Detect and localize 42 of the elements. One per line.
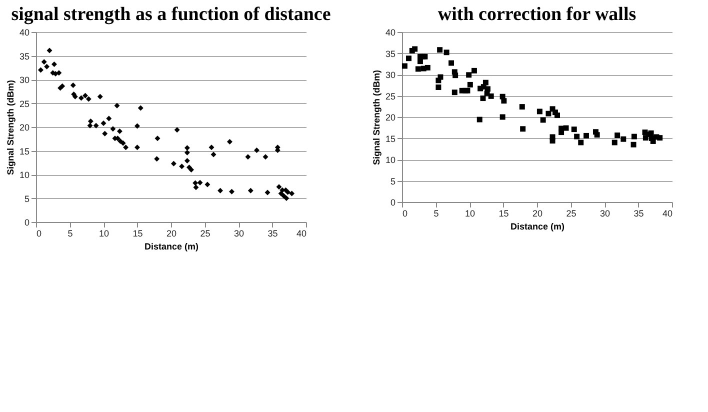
x-tick-label: 15: [498, 208, 509, 218]
x-tick-label: 15: [132, 228, 143, 238]
x-tick-label: 5: [434, 208, 439, 218]
x-tick-label: 35: [268, 228, 278, 238]
y-tick-label: 20: [19, 122, 30, 132]
x-tick-label: 20: [532, 208, 543, 218]
x-tick-label: 0: [36, 228, 42, 238]
y-tick-label: 15: [385, 134, 396, 144]
x-tick-label: 30: [234, 228, 244, 238]
y-tick-label: 5: [24, 194, 30, 204]
y-tick-label: 15: [19, 146, 30, 156]
y-tick-label: 20: [385, 112, 396, 122]
x-tick-label: 10: [98, 228, 110, 238]
x-tick-label: 5: [68, 228, 73, 238]
y-tick-label: 35: [19, 51, 30, 62]
y-tick-label: 0: [390, 198, 396, 208]
x-tick-label: 25: [200, 228, 210, 238]
y-axis-title: Signal Strength (dBm): [371, 70, 382, 165]
y-tick-label: 25: [19, 98, 30, 109]
x-tick-label: 0: [402, 208, 408, 218]
x-tick-label: 30: [600, 208, 610, 218]
y-tick-label: 5: [390, 176, 396, 186]
x-tick-label: 10: [464, 208, 476, 218]
y-tick-label: 0: [24, 218, 30, 228]
y-tick-label: 35: [385, 48, 396, 59]
chart-title: signal strength as a function of distance: [11, 4, 331, 25]
y-tick-label: 30: [385, 70, 396, 80]
y-tick-label: 25: [385, 91, 396, 102]
y-axis-title: Signal Strength (dBm): [5, 80, 16, 175]
x-axis-title: Distance (m): [510, 222, 565, 232]
y-tick-label: 10: [385, 155, 396, 165]
x-axis-title: Distance (m): [144, 242, 199, 252]
x-tick-label: 40: [296, 228, 306, 238]
x-tick-label: 25: [566, 208, 576, 218]
x-tick-label: 35: [634, 208, 644, 218]
y-tick-label: 40: [385, 28, 396, 38]
y-tick-label: 30: [19, 75, 30, 85]
x-tick-label: 40: [662, 208, 672, 218]
chart-title: with correction for walls: [438, 4, 636, 25]
x-tick-label: 20: [166, 228, 177, 238]
y-tick-label: 40: [19, 28, 30, 38]
y-tick-label: 10: [19, 170, 30, 180]
